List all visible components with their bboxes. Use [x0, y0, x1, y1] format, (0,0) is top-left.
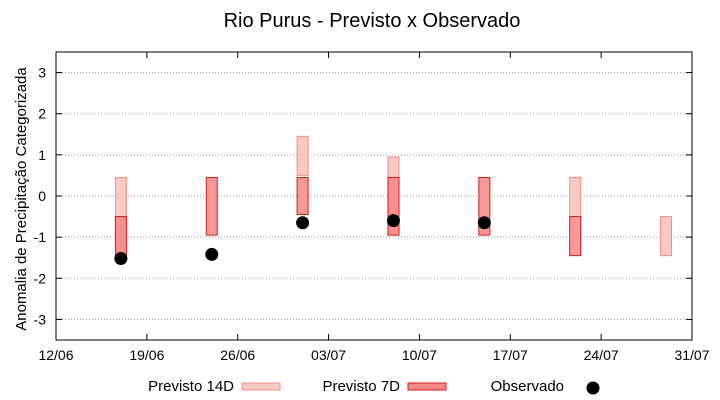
y-tick-label: 0 [38, 188, 46, 204]
y-tick-label: -3 [34, 311, 47, 327]
legend-previsto-7d-label: Previsto 7D [322, 378, 400, 395]
bar-previsto-7d [478, 176, 491, 236]
y-tick-label: -1 [34, 229, 47, 245]
point-observado [386, 214, 400, 228]
x-tick-label: 10/07 [402, 347, 437, 363]
legend-previsto-7d-swatch [407, 382, 447, 391]
bar-previsto-7d [569, 216, 582, 257]
y-axis-label: Anomalia de Precipitação Categorizada [13, 67, 30, 331]
bar-previsto-7d [205, 176, 218, 236]
y-tick-label: -2 [34, 270, 47, 286]
bar-previsto-14d [569, 176, 582, 218]
y-tick-label: 2 [38, 106, 46, 122]
legend-observado-swatch [586, 381, 600, 395]
x-tick-label: 19/06 [129, 347, 164, 363]
bar-previsto-14d [660, 216, 673, 257]
point-observado [114, 252, 128, 266]
x-tick-label: 26/06 [220, 347, 255, 363]
axis-ticks: -3 -2 -1 0 1 2 3 12/06 19/06 26/06 03/07 10/07 17/07… [34, 52, 710, 363]
grid-lines [56, 72, 692, 320]
x-tick-label: 12/06 [38, 347, 73, 363]
x-tick-label: 31/07 [674, 347, 709, 363]
bar-previsto-7d [296, 176, 309, 216]
legend: Previsto 14D Previsto 7D Observado [148, 378, 600, 395]
x-tick-label: 03/07 [311, 347, 346, 363]
y-tick-label: 1 [38, 147, 46, 163]
plot-area [114, 135, 673, 266]
chart-title: Rio Purus - Previsto x Observado [224, 10, 521, 32]
x-tick-label: 24/07 [584, 347, 619, 363]
point-observado [205, 247, 219, 261]
x-tick-label: 17/07 [493, 347, 528, 363]
legend-previsto-14d-label: Previsto 14D [148, 378, 234, 395]
bar-previsto-7d [387, 176, 400, 236]
legend-previsto-14d-swatch [241, 382, 281, 391]
bar-previsto-7d [114, 216, 127, 257]
y-tick-label: 3 [38, 65, 46, 81]
point-observado [296, 216, 310, 230]
bar-previsto-14d [296, 135, 309, 176]
point-observado [477, 216, 491, 230]
legend-observado-label: Observado [491, 378, 564, 395]
